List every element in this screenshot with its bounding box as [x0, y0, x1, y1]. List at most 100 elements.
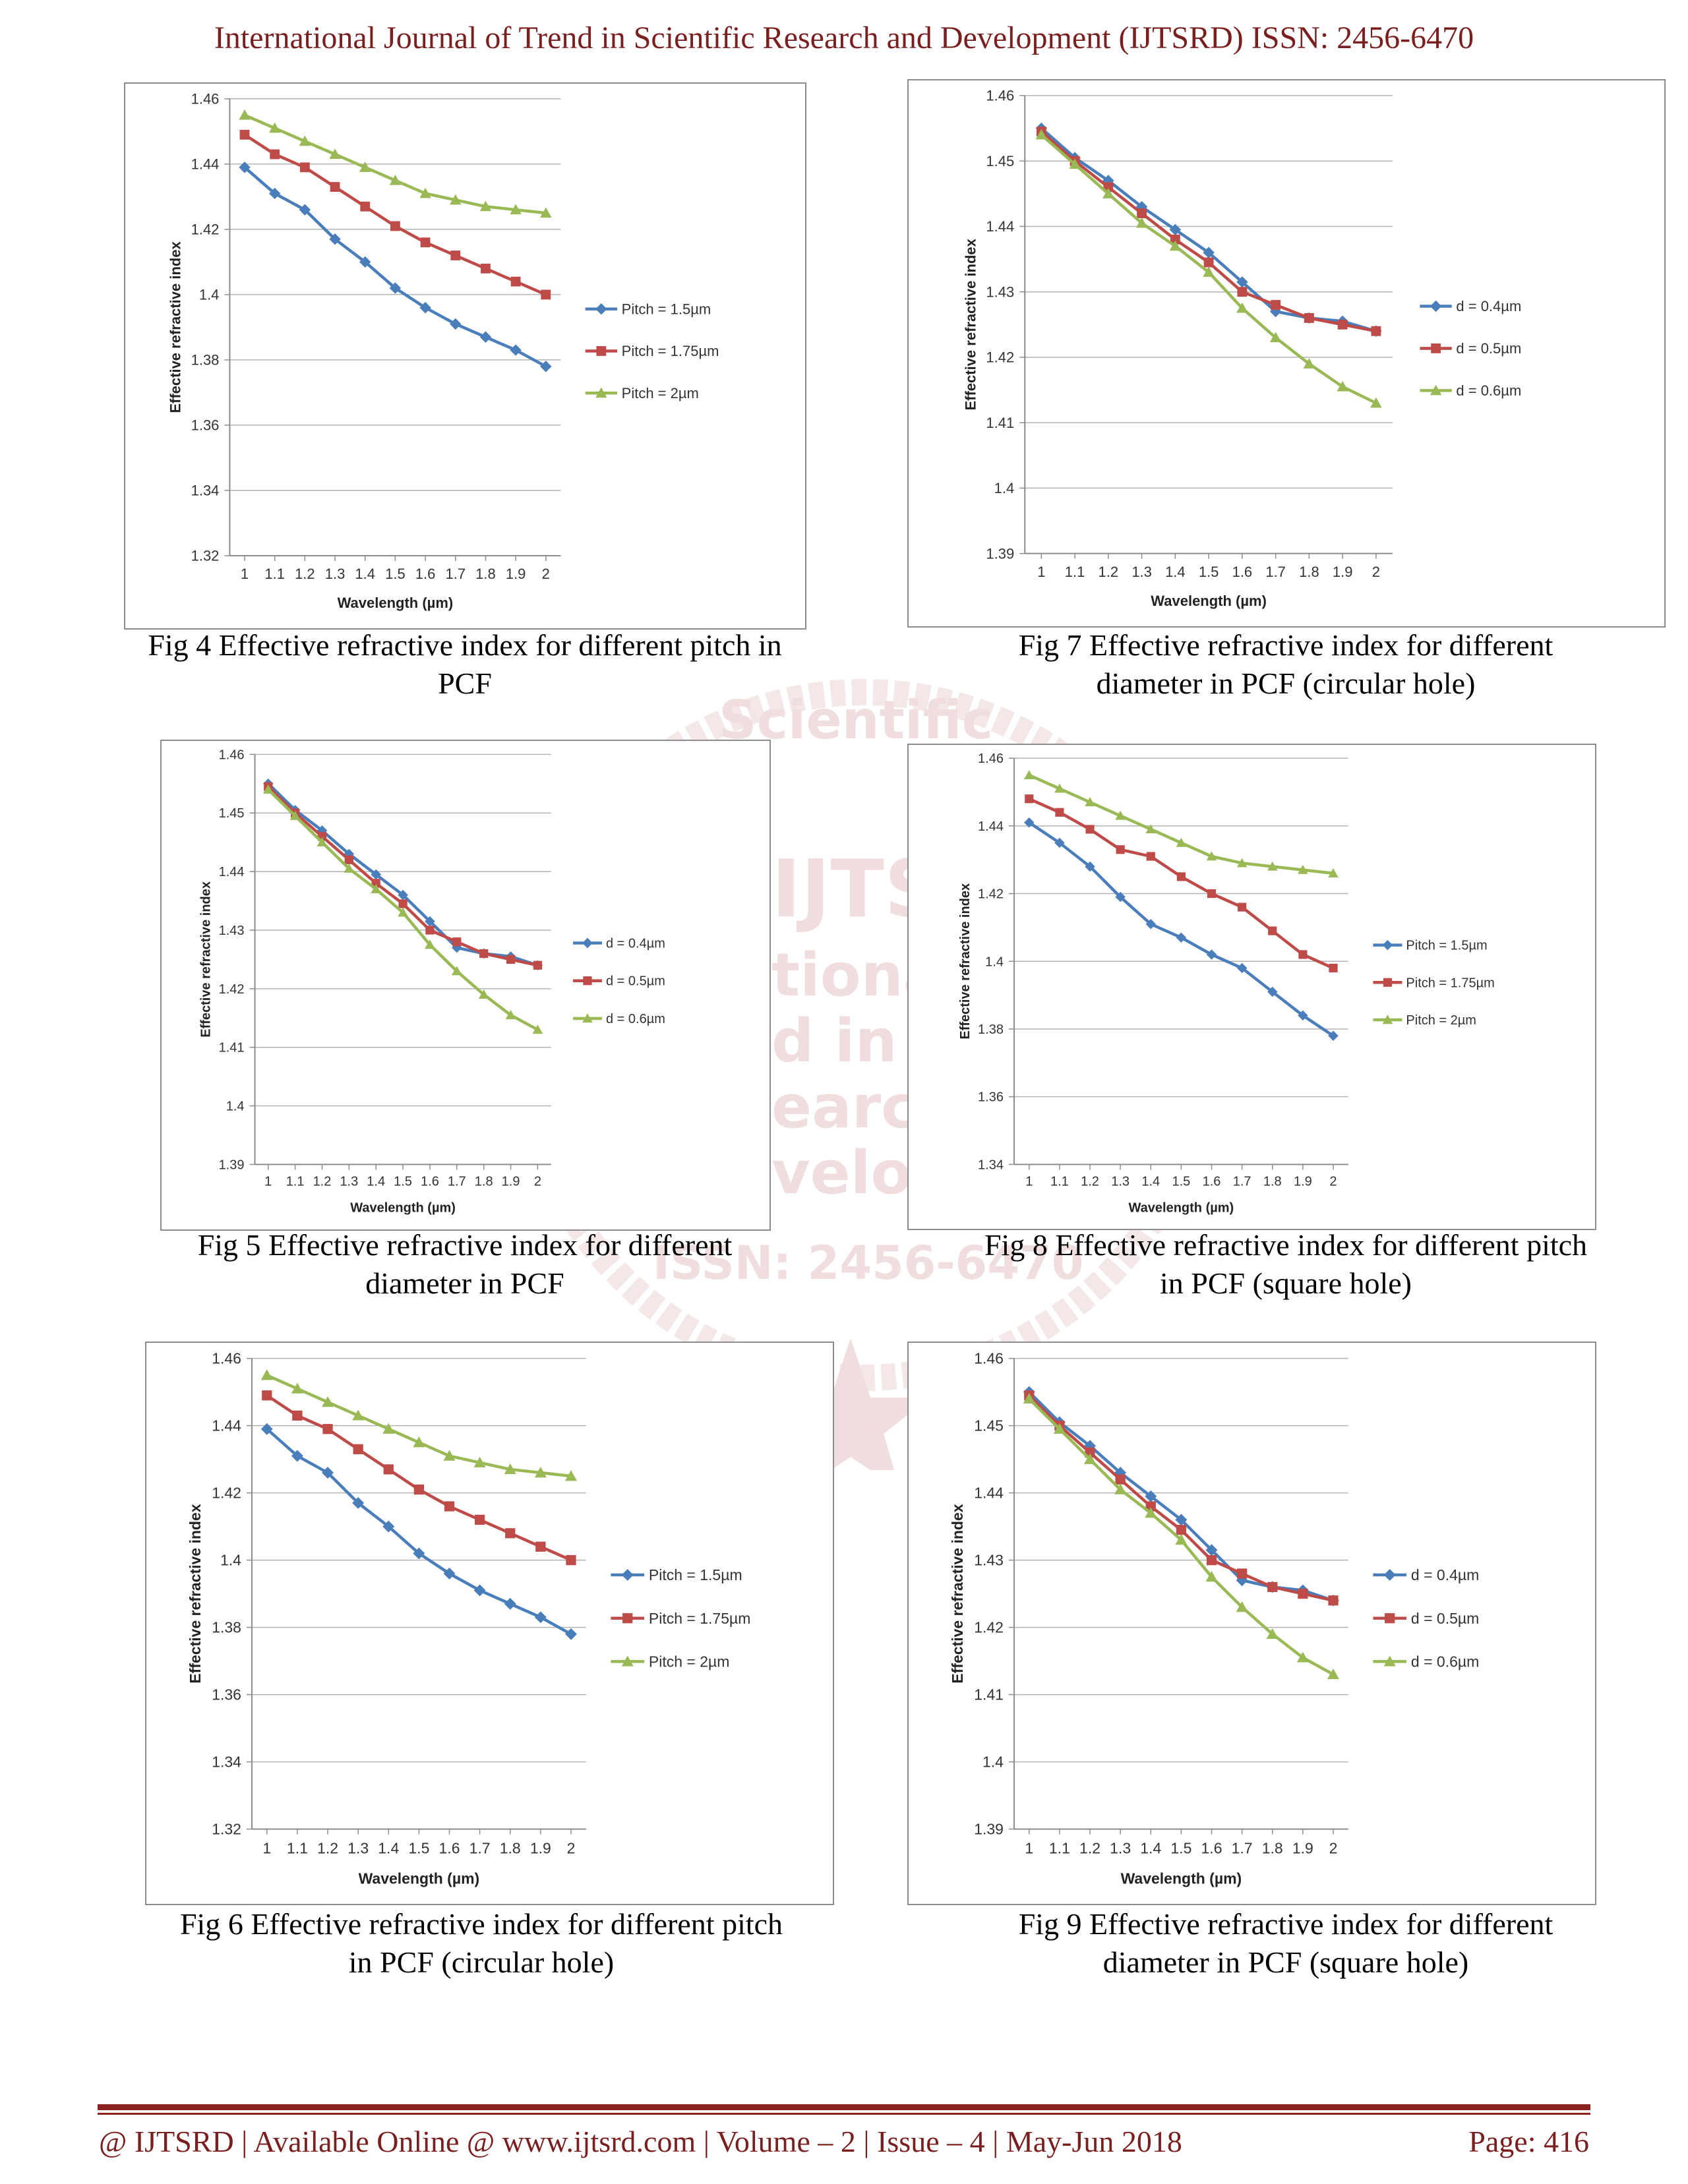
data-point-marker	[1370, 397, 1382, 408]
x-tick-label: 1.4	[367, 1174, 385, 1189]
data-point-marker	[1054, 837, 1065, 848]
data-point-marker	[481, 263, 491, 274]
series-3: Pitch = 2µm	[260, 1369, 729, 1670]
y-tick-label: 1.44	[191, 156, 220, 173]
data-point-marker	[540, 361, 552, 372]
chart-frame	[907, 744, 1596, 1230]
series-2: Pitch = 1.75µm	[1025, 794, 1495, 990]
data-point-marker	[322, 1467, 334, 1479]
y-tick-label: 1.46	[191, 91, 220, 107]
data-point-marker	[452, 966, 462, 976]
data-point-marker	[1298, 1010, 1308, 1021]
series-3: Pitch = 2µm	[1024, 770, 1476, 1028]
data-point-marker	[1025, 794, 1034, 804]
y-tick-label: 1.42	[986, 349, 1014, 366]
data-point-marker	[1069, 158, 1081, 169]
x-tick-label: 1.8	[1299, 564, 1319, 580]
x-tick-label: 1.1	[286, 1174, 305, 1189]
caption-line: diameter in PCF (circular hole)	[1096, 666, 1476, 700]
data-point-marker	[1298, 864, 1308, 874]
x-tick-label: 1.6	[1201, 1839, 1222, 1856]
x-tick-label: 1.8	[1262, 1839, 1283, 1856]
legend-entry: Pitch = 1.5µm	[1406, 939, 1487, 953]
x-axis-label: Wavelength (µm)	[350, 1200, 456, 1215]
y-tick-label: 1.4	[199, 287, 220, 303]
data-point-marker	[371, 879, 380, 888]
data-point-marker	[474, 1514, 485, 1525]
data-point-marker	[1203, 247, 1215, 258]
figure-5: 1.39 1.4 1.41 1.42 1.43 1.44 1.45 1.46 1 1.1 1.2 1.…	[160, 740, 771, 1231]
figure-6: 1.32 1.34 1.36 1.38 1.4 1.42 1.44 1.46 1 1.1 1.2 1.…	[145, 1342, 834, 1905]
data-point-marker	[1205, 1571, 1218, 1582]
data-point-marker	[1115, 891, 1126, 902]
caption-line: Fig 8 Effective refractive index for dif…	[984, 1228, 1588, 1262]
y-tick-label: 1.46	[986, 88, 1014, 104]
data-point-marker	[1203, 266, 1215, 277]
data-point-marker	[322, 1424, 333, 1434]
data-point-marker	[329, 148, 341, 160]
legend-entry: d = 0.4µm	[1411, 1566, 1479, 1583]
data-point-marker	[270, 149, 280, 160]
x-tick-label: 1	[1037, 564, 1045, 580]
data-point-marker	[565, 1628, 577, 1640]
y-tick-label: 1.43	[986, 283, 1014, 300]
x-axis-label: Wavelength (µm)	[338, 595, 454, 611]
data-point-marker	[1382, 939, 1393, 951]
y-tick-label: 1.42	[219, 982, 245, 997]
caption-line: Fig 9 Effective refractive index for dif…	[1018, 1907, 1553, 1941]
data-point-marker	[1145, 1490, 1157, 1502]
data-point-marker	[1266, 1628, 1279, 1639]
series-1: Pitch = 1.5µm	[1024, 817, 1488, 1041]
data-point-marker	[289, 810, 301, 820]
data-point-marker	[329, 233, 341, 245]
data-point-marker	[389, 282, 402, 294]
data-point-marker	[398, 907, 408, 917]
data-point-marker	[1298, 950, 1308, 959]
data-point-marker	[1236, 1574, 1248, 1587]
x-tick-label: 1.1	[264, 566, 285, 582]
y-axis-label: Effective refractive index	[949, 1504, 966, 1684]
series-3: d = 0.6µm	[1023, 1392, 1479, 1680]
x-tick-label: 2	[1372, 564, 1380, 580]
x-tick-label: 1	[1025, 1839, 1033, 1856]
data-point-marker	[1145, 1507, 1157, 1518]
x-tick-label: 1	[241, 566, 249, 582]
data-point-marker	[1269, 305, 1282, 318]
y-tick-label: 1.43	[974, 1552, 1004, 1569]
legend-entry: Pitch = 1.5µm	[649, 1566, 742, 1583]
x-tick-label: 1.2	[317, 1839, 338, 1856]
x-tick-label: 1.3	[347, 1839, 369, 1856]
figure-9-caption: Fig 9 Effective refractive index for dif…	[884, 1905, 1688, 1982]
data-point-marker	[299, 162, 310, 173]
data-point-marker	[1175, 1514, 1188, 1526]
data-point-marker	[1238, 902, 1247, 912]
x-tick-label: 1.9	[502, 1174, 520, 1189]
caption-line: Fig 6 Effective refractive index for dif…	[179, 1907, 783, 1941]
y-tick-label: 1.4	[985, 955, 1004, 969]
y-tick-label: 1.45	[219, 806, 245, 821]
x-tick-label: 1.4	[355, 566, 375, 582]
journal-header: International Journal of Trend in Scient…	[214, 20, 1474, 55]
x-tick-label: 1.6	[1203, 1174, 1221, 1189]
legend-entry: d = 0.5µm	[1456, 340, 1521, 357]
x-tick-label: 1.8	[475, 566, 496, 582]
caption-line: Fig 5 Effective refractive index for dif…	[197, 1228, 733, 1262]
data-point-marker	[1102, 188, 1114, 198]
y-tick-label: 1.44	[219, 865, 245, 879]
legend-entry: d = 0.6µm	[1456, 382, 1521, 399]
x-tick-label: 1	[1025, 1174, 1033, 1189]
data-point-marker	[1327, 1668, 1339, 1680]
legend-entry: d = 0.4µm	[606, 937, 665, 951]
x-tick-label: 1.9	[1333, 564, 1353, 580]
x-tick-label: 1.2	[1079, 1839, 1100, 1856]
data-point-marker	[534, 1611, 547, 1624]
y-tick-label: 1.42	[978, 887, 1004, 902]
series-1: Pitch = 1.5µm	[260, 1423, 742, 1640]
y-tick-label: 1.38	[212, 1619, 241, 1636]
data-point-marker	[505, 1009, 516, 1020]
data-point-marker	[1236, 858, 1248, 868]
y-axis-label: Effective refractive index	[962, 238, 979, 410]
data-point-marker	[1115, 810, 1126, 820]
y-tick-label: 1.46	[212, 1350, 241, 1367]
data-point-marker	[478, 989, 489, 999]
